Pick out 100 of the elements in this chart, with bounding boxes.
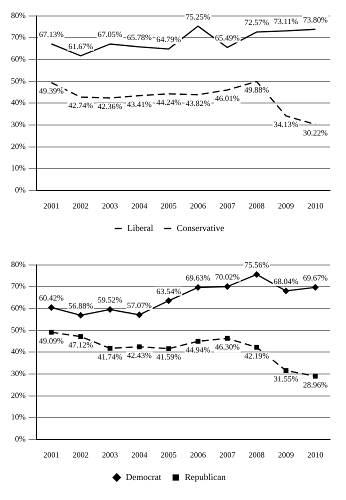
data-label: 60.42% [38, 294, 64, 303]
data-label: 67.13% [38, 30, 64, 39]
legend-label: Democrat [126, 472, 162, 482]
data-label: 73.80% [302, 15, 328, 24]
data-label: 57.07% [126, 300, 152, 310]
data-label: 42.19% [244, 351, 270, 360]
legend-label: Conservative [176, 222, 224, 233]
data-label: 69.67% [302, 273, 328, 282]
data-label: 73.11% [274, 16, 299, 26]
data-label: 31.55% [274, 374, 299, 384]
point [136, 344, 142, 350]
y-tick-label: 40% [10, 98, 26, 108]
x-tick-label: 2004 [131, 201, 148, 210]
y-tick-label: 60% [10, 304, 26, 313]
point [136, 312, 142, 318]
y-tick-label: 0% [14, 185, 26, 194]
point [282, 288, 290, 294]
y-tick-label: 80% [10, 10, 26, 20]
data-label: 42.43% [126, 350, 152, 360]
data-label: 46.01% [214, 94, 240, 104]
data-label: 70.02% [214, 272, 240, 282]
point [224, 336, 230, 341]
data-label: 49.09% [38, 336, 64, 346]
data-label: 46.30% [214, 342, 240, 352]
data-label: 43.41% [126, 100, 152, 109]
x-tick-label: 2004 [131, 450, 148, 460]
data-label: 75.25% [186, 12, 211, 22]
data-label: 63.54% [156, 286, 182, 296]
x-tick-label: 2005 [160, 450, 177, 460]
point [78, 334, 84, 339]
x-tick-label: 2005 [160, 201, 177, 210]
legend-label: Republican [184, 472, 226, 482]
y-tick-label: 10% [10, 412, 26, 422]
point [254, 271, 260, 278]
x-tick-label: 2002 [72, 201, 89, 210]
x-tick-label: 2001 [43, 450, 60, 460]
y-tick-label: 50% [10, 76, 26, 86]
x-tick-label: 2006 [190, 201, 206, 210]
point [196, 338, 200, 344]
y-tick-label: 20% [10, 142, 26, 151]
x-tick-label: 2003 [102, 450, 118, 460]
point [78, 312, 84, 318]
x-tick-label: 2008 [248, 450, 265, 460]
y-tick-label: 20% [10, 390, 26, 400]
data-label: 69.63% [186, 274, 211, 283]
data-label: 30.22% [302, 128, 328, 138]
data-label: 47.12% [68, 340, 94, 350]
y-tick-label: 30% [10, 120, 26, 130]
data-label: 44.24% [156, 98, 182, 107]
data-label: 56.88% [68, 301, 94, 310]
y-tick-label: 70% [10, 282, 26, 291]
point [284, 368, 288, 373]
point [166, 298, 172, 304]
x-tick-label: 2007 [219, 201, 236, 210]
data-label: 41.59% [156, 352, 182, 362]
data-label: 59.52% [98, 296, 123, 305]
point [194, 284, 202, 291]
y-tick-label: 0% [14, 434, 26, 444]
data-label: 42.36% [98, 102, 123, 112]
data-label: 44.94% [186, 345, 211, 354]
y-tick-label: 60% [10, 54, 26, 64]
data-label: 42.74% [68, 101, 94, 110]
data-label: 49.88% [244, 86, 270, 95]
point [166, 346, 172, 352]
x-tick-label: 2007 [219, 450, 236, 460]
data-label: 34.13% [274, 120, 299, 130]
data-label: 67.05% [98, 30, 123, 40]
data-label: 49.39% [38, 86, 64, 96]
data-label: 65.78% [126, 32, 152, 42]
data-label: 64.79% [156, 35, 182, 44]
data-label: 61.67% [68, 42, 94, 51]
point [312, 374, 318, 379]
x-tick-label: 2003 [102, 201, 118, 210]
y-tick-label: 80% [10, 260, 26, 269]
point [108, 346, 112, 351]
point [48, 304, 54, 311]
data-label: 72.57% [244, 18, 270, 28]
point [106, 306, 114, 313]
x-tick-label: 2010 [307, 201, 324, 210]
x-tick-label: 2001 [43, 201, 60, 210]
point [254, 344, 260, 350]
y-tick-label: 50% [10, 325, 26, 334]
y-tick-label: 10% [10, 164, 26, 173]
x-tick-label: 2008 [248, 201, 265, 210]
data-label: 75.56% [244, 260, 270, 270]
data-label: 68.04% [274, 276, 299, 286]
point [312, 284, 318, 290]
data-label: 28.96% [302, 380, 328, 390]
y-tick-label: 70% [10, 32, 26, 42]
x-tick-label: 2009 [278, 450, 294, 460]
data-label: 41.74% [98, 352, 123, 362]
data-label: 43.82% [186, 98, 211, 108]
x-tick-label: 2006 [190, 450, 206, 460]
x-tick-label: 2002 [72, 450, 89, 460]
x-tick-label: 2009 [278, 201, 294, 210]
y-tick-label: 30% [10, 369, 26, 378]
point [224, 283, 230, 290]
point [48, 330, 54, 335]
y-tick-label: 40% [10, 347, 26, 356]
data-label: 65.49% [214, 34, 240, 43]
